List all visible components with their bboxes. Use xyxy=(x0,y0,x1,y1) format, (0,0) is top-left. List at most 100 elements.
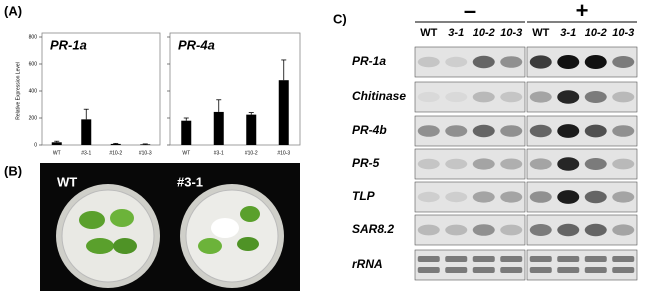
chart-title: PR-4a xyxy=(178,37,215,52)
error-bar xyxy=(216,99,222,112)
blot-strip xyxy=(526,81,638,113)
band xyxy=(612,158,635,170)
band xyxy=(445,91,468,103)
band xyxy=(557,190,580,204)
blot-strip xyxy=(526,249,638,281)
y-axis-label: Relative Expression Level xyxy=(15,62,21,120)
band xyxy=(584,267,607,273)
band xyxy=(472,124,495,138)
bar xyxy=(81,119,92,145)
plot-frame xyxy=(41,32,161,146)
blot-strip xyxy=(414,214,526,246)
blot-strip xyxy=(414,148,526,180)
plot-frame xyxy=(169,32,301,146)
band xyxy=(472,55,495,69)
band xyxy=(417,267,440,273)
group-label: + xyxy=(576,0,589,23)
band xyxy=(529,124,552,138)
band xyxy=(417,256,440,262)
bar xyxy=(110,143,121,145)
band xyxy=(500,158,523,170)
lane-label: WT xyxy=(532,27,549,39)
x-tick-label: #10-2 xyxy=(245,150,258,156)
y-tick-label: 0 xyxy=(34,142,37,148)
row-label: PR-1a xyxy=(352,54,386,68)
band xyxy=(612,56,635,68)
band xyxy=(584,223,607,237)
row-label: PR-4b xyxy=(352,123,387,137)
band xyxy=(417,125,440,137)
band xyxy=(612,224,635,236)
photo-label: #3-1 xyxy=(177,174,203,189)
band xyxy=(529,224,552,236)
bar xyxy=(140,144,151,145)
band xyxy=(557,90,580,104)
band xyxy=(529,91,552,103)
panel-label: C) xyxy=(333,11,347,26)
blot-strip xyxy=(526,148,638,180)
band xyxy=(472,91,495,103)
x-tick-label: WT xyxy=(182,150,190,156)
band xyxy=(584,190,607,204)
band xyxy=(612,191,635,203)
bar xyxy=(51,142,62,145)
lane-label: 10-3 xyxy=(612,27,634,39)
band xyxy=(529,55,552,69)
band xyxy=(557,267,580,273)
band xyxy=(445,56,468,68)
band xyxy=(472,256,495,262)
row-label: SAR8.2 xyxy=(352,222,394,236)
group-label: – xyxy=(464,0,476,23)
band xyxy=(500,125,523,137)
band xyxy=(557,55,580,69)
error-bar xyxy=(248,112,254,115)
y-tick-label: 600 xyxy=(29,61,38,67)
lane-label: 3-1 xyxy=(560,27,576,39)
panel-label: (A) xyxy=(4,3,22,18)
band xyxy=(612,267,635,273)
band xyxy=(557,256,580,262)
blot-strip xyxy=(526,181,638,213)
y-tick-label: 800 xyxy=(29,34,38,40)
lane-label: WT xyxy=(420,27,437,39)
band xyxy=(472,224,495,236)
error-bar xyxy=(54,140,60,143)
petri-dish xyxy=(56,184,160,288)
band xyxy=(417,191,440,203)
band xyxy=(417,158,440,170)
chart-title: PR-1a xyxy=(50,37,87,52)
error-bar xyxy=(183,117,189,121)
x-tick-label: WT xyxy=(53,150,61,156)
error-bar xyxy=(113,142,119,144)
blot-strip xyxy=(414,46,526,78)
band xyxy=(612,256,635,262)
row-label: rRNA xyxy=(352,257,383,271)
band xyxy=(445,224,468,236)
lane-label: 10-2 xyxy=(585,27,607,39)
y-tick-label: 400 xyxy=(29,88,38,94)
x-tick-label: #10-3 xyxy=(139,150,152,156)
band xyxy=(445,191,468,203)
panel-label: (B) xyxy=(4,163,22,178)
band xyxy=(472,158,495,170)
band xyxy=(445,125,468,137)
band xyxy=(417,56,440,68)
bar xyxy=(213,111,224,145)
photo-label: WT xyxy=(57,174,77,189)
lane-label: 3-1 xyxy=(448,27,464,39)
band xyxy=(584,256,607,262)
band xyxy=(557,124,580,138)
band xyxy=(584,158,607,170)
x-tick-label: #3-1 xyxy=(81,150,91,156)
blot-strip xyxy=(414,181,526,213)
band xyxy=(417,224,440,236)
band xyxy=(584,124,607,138)
blot-strip xyxy=(526,115,638,147)
row-label: TLP xyxy=(352,189,376,203)
band xyxy=(500,224,523,236)
band xyxy=(500,267,523,273)
band xyxy=(529,267,552,273)
blot-strip xyxy=(414,249,526,281)
band xyxy=(445,267,468,273)
